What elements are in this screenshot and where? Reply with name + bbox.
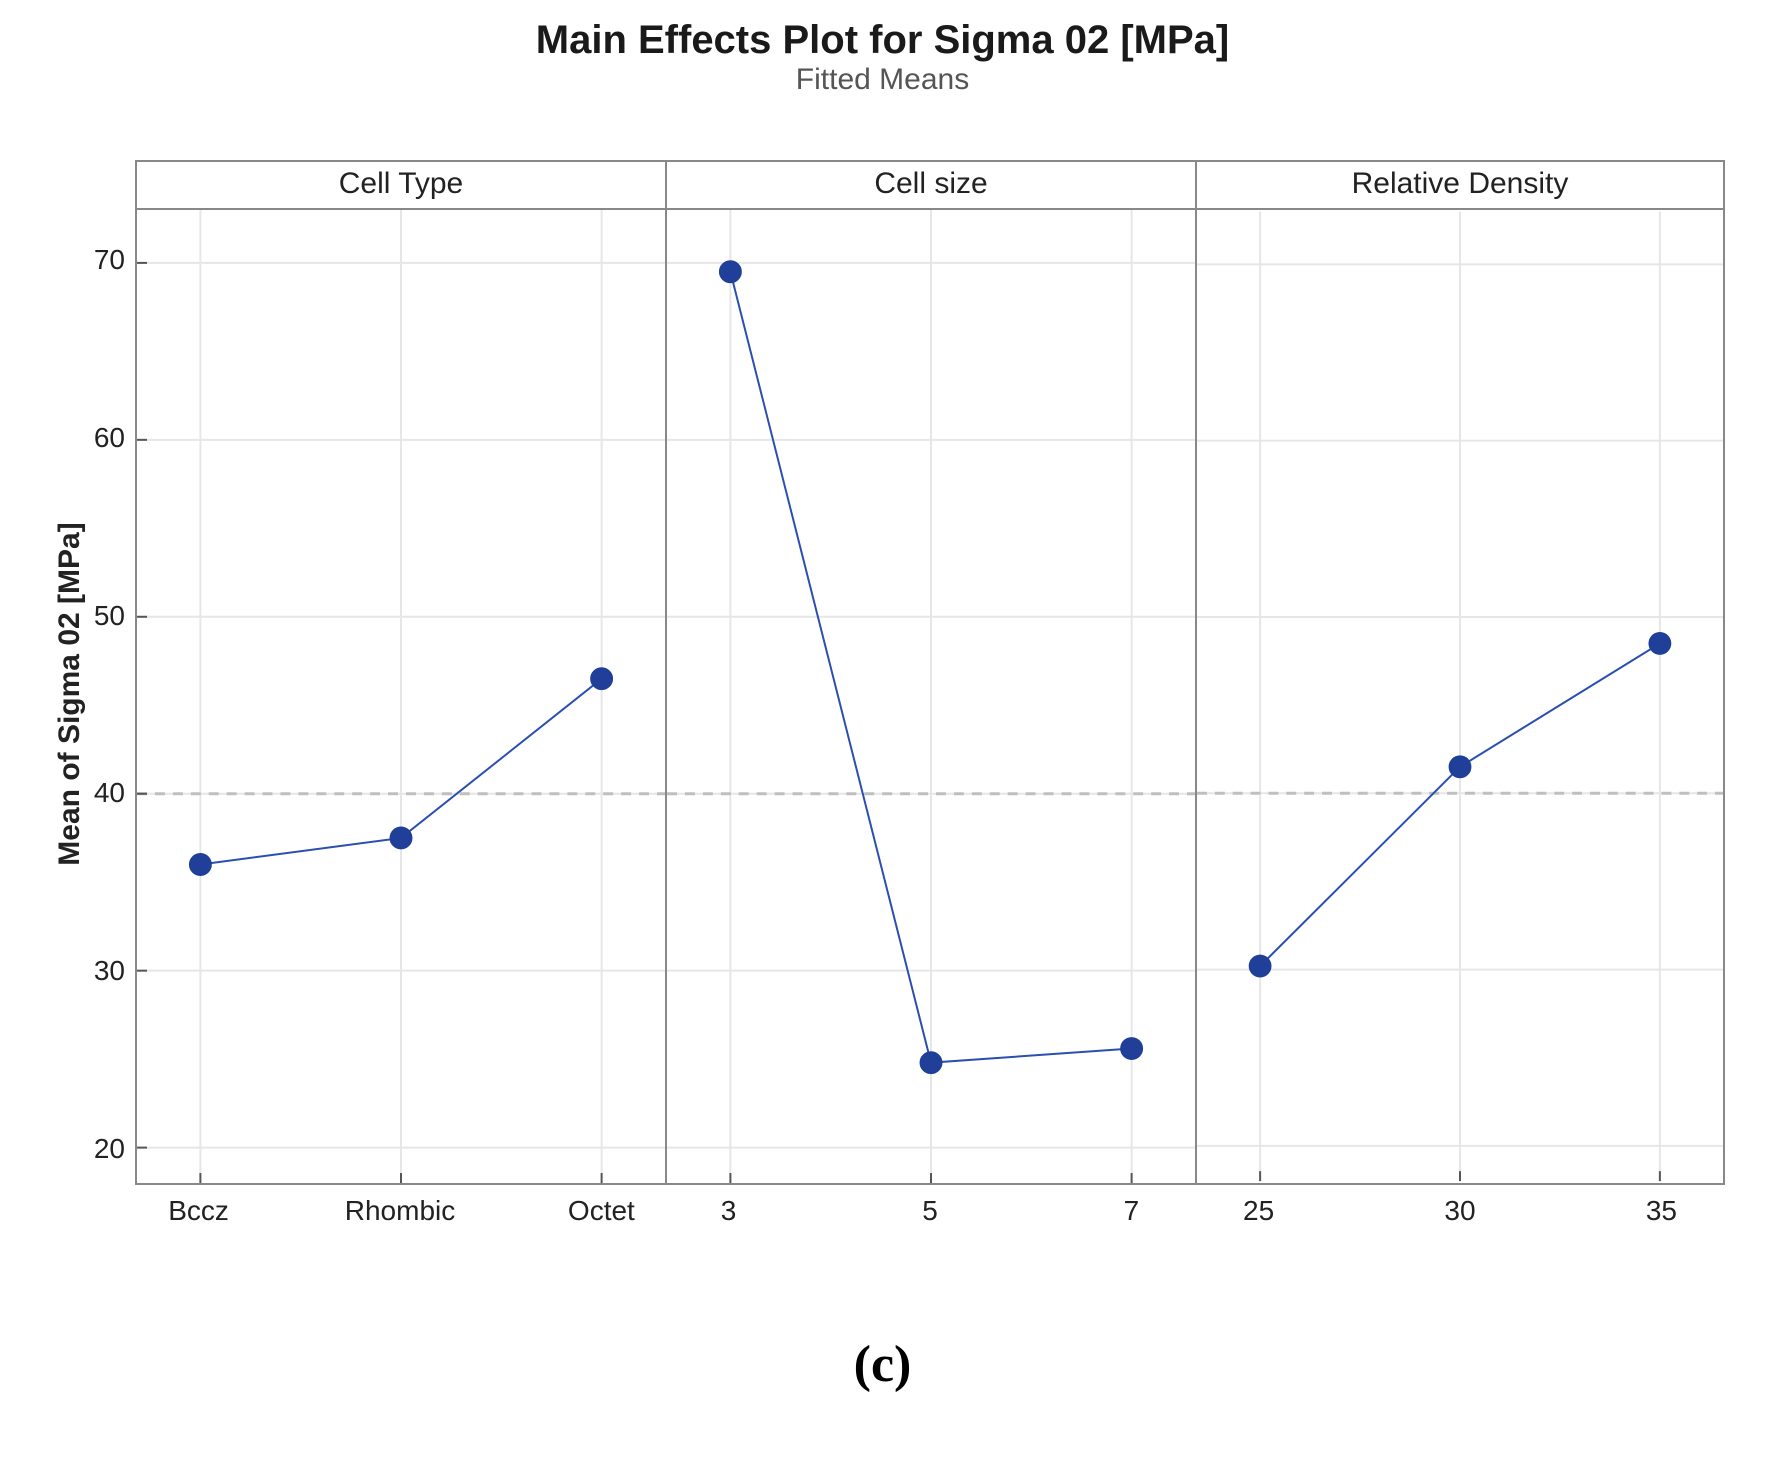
panel: Relative Density: [1195, 160, 1725, 1185]
x-tick-label: Octet: [568, 1195, 635, 1227]
panel: Cell Type: [135, 160, 665, 1185]
panel-header: Relative Density: [1197, 162, 1723, 210]
panel-header: Cell Type: [137, 162, 665, 210]
data-point: [591, 668, 613, 690]
x-tick-label: 35: [1646, 1195, 1677, 1227]
y-tick-label: 30: [55, 955, 125, 987]
x-tick-label: 25: [1243, 1195, 1274, 1227]
panels-row: Cell TypeCell sizeRelative Density: [135, 160, 1725, 1185]
y-tick-label: 60: [55, 422, 125, 454]
data-point: [719, 261, 741, 283]
figure-page: Main Effects Plot for Sigma 02 [MPa] Fit…: [0, 0, 1765, 1473]
x-tick-label: Rhombic: [345, 1195, 455, 1227]
x-tick-label: 5: [922, 1195, 938, 1227]
chart-subtitle: Fitted Means: [0, 63, 1765, 97]
panel-plot: [137, 162, 665, 1183]
data-point: [390, 827, 412, 849]
data-point: [920, 1052, 942, 1074]
data-point: [1449, 756, 1471, 778]
data-point: [1121, 1038, 1143, 1060]
chart-title: Main Effects Plot for Sigma 02 [MPa]: [0, 18, 1765, 63]
data-point: [1249, 955, 1271, 977]
figure-caption: (c): [0, 1335, 1765, 1394]
y-tick-label: 40: [55, 777, 125, 809]
x-tick-label: 3: [721, 1195, 737, 1227]
y-axis-label: Mean of Sigma 02 [MPa]: [53, 244, 87, 1144]
panel-header: Cell size: [667, 162, 1195, 210]
x-tick-label: 7: [1124, 1195, 1140, 1227]
y-tick-label: 20: [55, 1133, 125, 1165]
data-point: [1649, 633, 1671, 655]
panel-plot: [1197, 162, 1723, 1183]
panel: Cell size: [665, 160, 1195, 1185]
panel-plot: [667, 162, 1195, 1183]
data-point: [189, 854, 211, 876]
y-tick-label: 50: [55, 600, 125, 632]
x-tick-label: 30: [1444, 1195, 1475, 1227]
title-block: Main Effects Plot for Sigma 02 [MPa] Fit…: [0, 0, 1765, 97]
y-tick-label: 70: [55, 244, 125, 276]
x-tick-label: Bccz: [168, 1195, 229, 1227]
